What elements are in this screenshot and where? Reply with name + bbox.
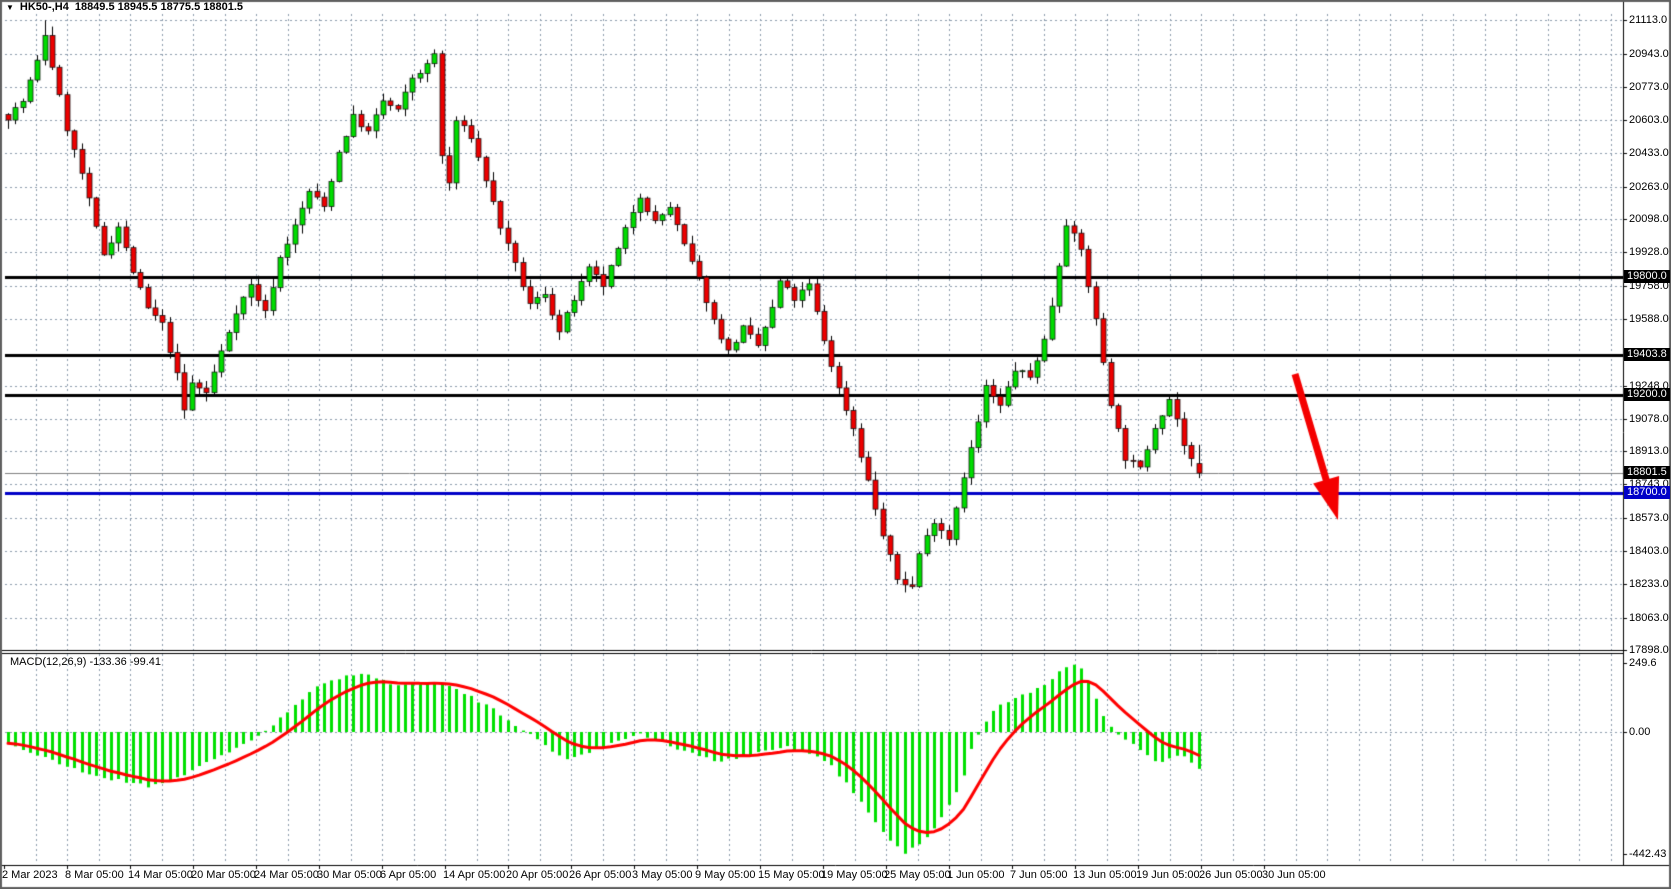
chart-title-strip: ▼ HK50-,H4 18849.5 18945.5 18775.5 18801… — [6, 1, 243, 13]
price-level-tag: 18801.5 — [1624, 466, 1670, 479]
price-axis-tick-label: 18063.0 — [1629, 612, 1669, 624]
time-axis-label: 3 May 05:00 — [632, 869, 693, 881]
price-axis-tick-label: 19588.0 — [1629, 313, 1669, 325]
time-axis-label: 13 Jun 05:00 — [1073, 869, 1137, 881]
price-axis-tick-label: 20098.0 — [1629, 213, 1669, 225]
price-axis-tick-label: 17898.0 — [1629, 644, 1669, 656]
time-axis-label: 15 May 05:00 — [758, 869, 825, 881]
time-axis-label: 26 Jun 05:00 — [1199, 869, 1263, 881]
price-axis-tick-label: 19078.0 — [1629, 413, 1669, 425]
time-axis-label: 2 Mar 2023 — [2, 869, 58, 881]
chart-ohlc-readout: 18849.5 18945.5 18775.5 18801.5 — [74, 1, 244, 13]
macd-scale-label: 0.00 — [1629, 726, 1651, 738]
time-axis-label: 19 Jun 05:00 — [1136, 869, 1200, 881]
time-axis-label: 19 May 05:00 — [821, 869, 888, 881]
chart-symbol-title: HK50-,H4 — [19, 1, 69, 13]
time-axis-label: 8 Mar 05:00 — [65, 869, 124, 881]
macd-scale-label: -442.43 — [1629, 848, 1667, 860]
time-axis-label: 14 Apr 05:00 — [443, 869, 506, 881]
macd-indicator-label: MACD(12,26,9) -133.36 -99.41 — [10, 656, 162, 668]
time-axis-label: 25 May 05:00 — [884, 869, 951, 881]
time-axis-label: 20 Apr 05:00 — [506, 869, 569, 881]
time-axis-label: 7 Jun 05:00 — [1010, 869, 1068, 881]
price-axis-tick-label: 20263.0 — [1629, 181, 1669, 193]
price-axis-tick-label: 18573.0 — [1629, 512, 1669, 524]
price-axis-tick-label: 19928.0 — [1629, 246, 1669, 258]
price-axis-tick-label: 18403.0 — [1629, 545, 1669, 557]
time-axis-label: 30 Mar 05:00 — [317, 869, 382, 881]
price-axis-tick-label: 18913.0 — [1629, 445, 1669, 457]
price-axis-tick-label: 19758.0 — [1629, 280, 1669, 292]
price-axis-tick-label: 20433.0 — [1629, 147, 1669, 159]
price-axis-tick-label: 20943.0 — [1629, 48, 1669, 60]
time-axis-label: 14 Mar 05:00 — [128, 869, 193, 881]
time-axis-label: 26 Apr 05:00 — [569, 869, 632, 881]
time-axis-label: 9 May 05:00 — [695, 869, 756, 881]
price-axis-tick-label: 20773.0 — [1629, 81, 1669, 93]
time-axis-label: 1 Jun 05:00 — [947, 869, 1005, 881]
time-axis-label: 6 Apr 05:00 — [380, 869, 437, 881]
price-axis-tick-label: 20603.0 — [1629, 114, 1669, 126]
price-level-tag: 19403.8 — [1624, 348, 1670, 361]
price-level-tag: 18700.0 — [1624, 486, 1670, 499]
time-axis-label: 20 Mar 05:00 — [191, 869, 256, 881]
time-axis-label: 24 Mar 05:00 — [254, 869, 319, 881]
price-axis-tick-label: 21113.0 — [1629, 14, 1668, 26]
price-level-tag: 19800.0 — [1624, 270, 1670, 283]
macd-scale-label: 249.6 — [1629, 657, 1657, 669]
time-axis-label: 30 Jun 05:00 — [1262, 869, 1326, 881]
chart-dropdown-icon[interactable]: ▼ — [6, 2, 14, 12]
price-axis-tick-label: 18233.0 — [1629, 578, 1669, 590]
price-level-tag: 19200.0 — [1624, 388, 1670, 401]
